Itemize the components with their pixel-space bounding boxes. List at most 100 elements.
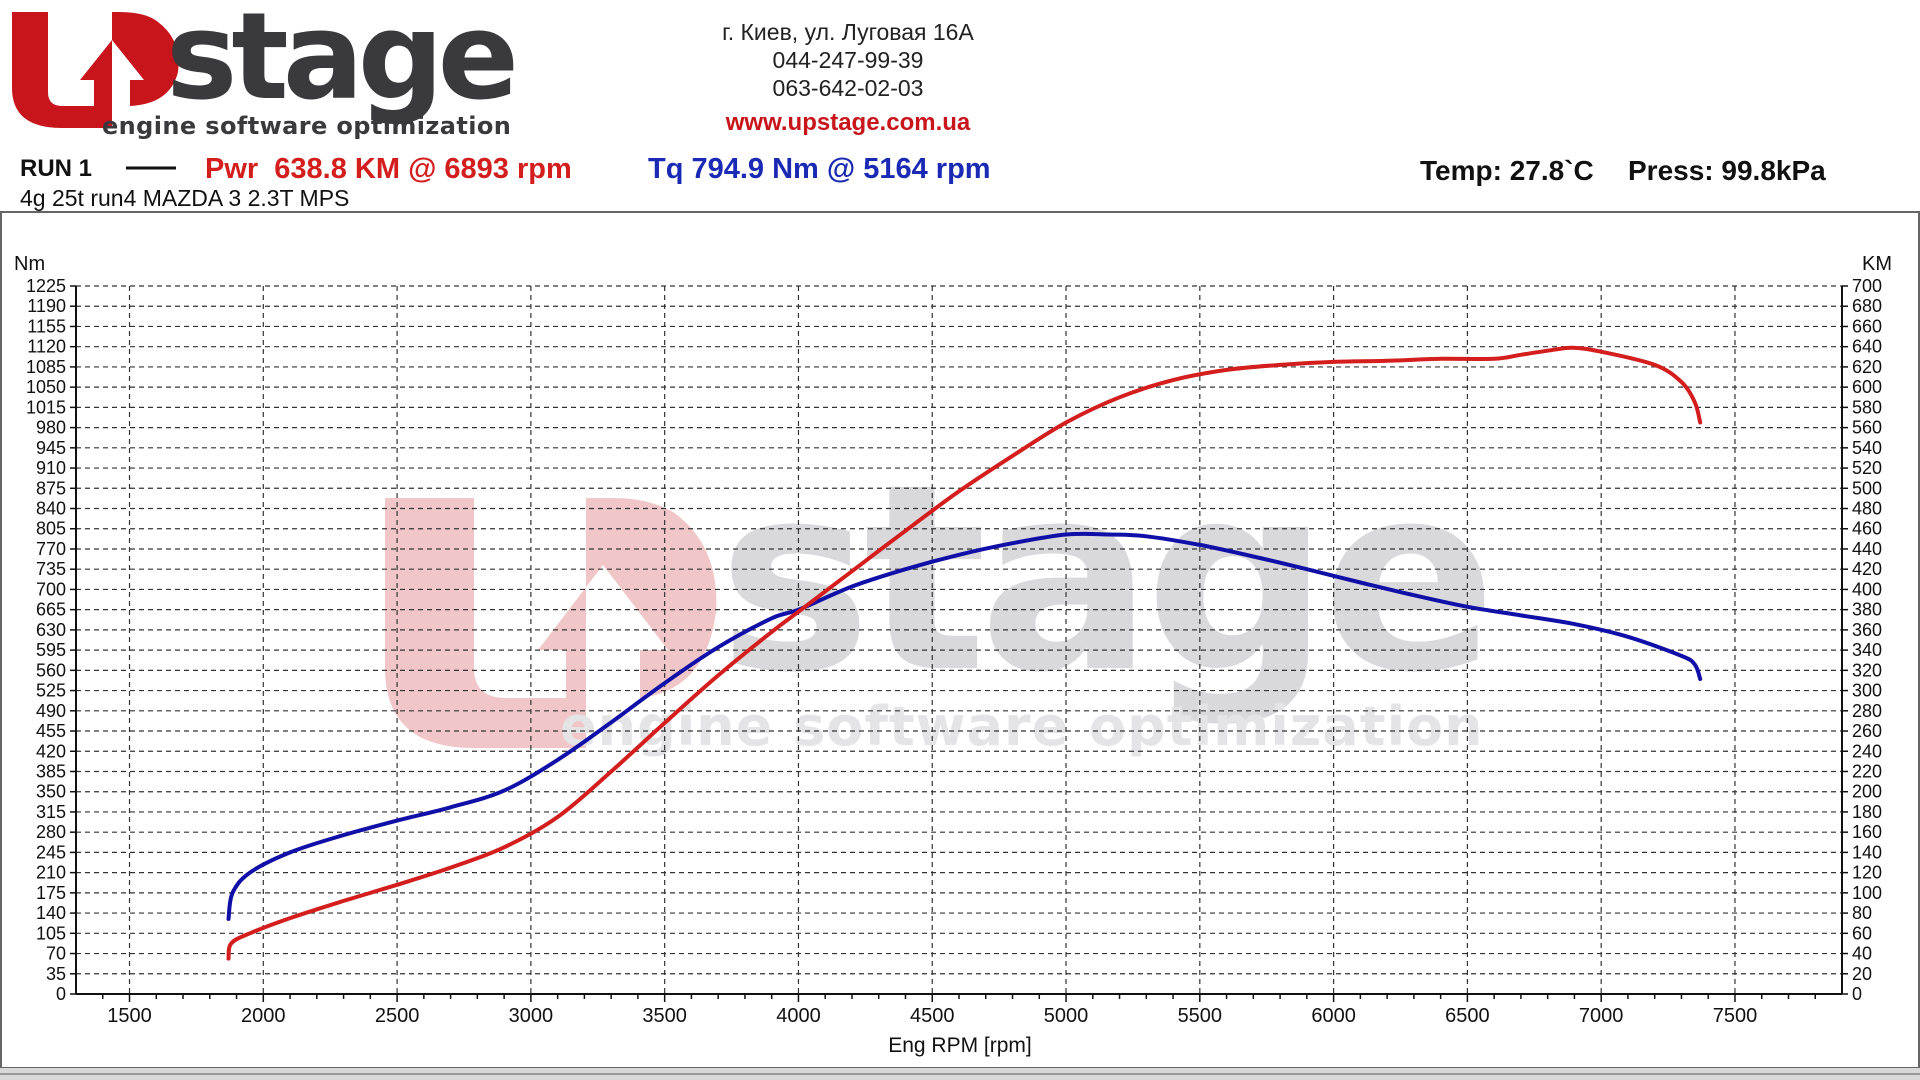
watermark-tagline: engine software optimization	[560, 695, 1484, 758]
logo-u-shape	[12, 12, 179, 128]
y-right-tick-label: 0	[1852, 984, 1862, 1004]
watermark-logo: stage engine software optimization	[385, 429, 1497, 758]
y-left-tick-label: 770	[36, 539, 66, 559]
upstage-logo: stage engine software optimization	[12, 0, 520, 140]
y-left-tick-label: 875	[36, 478, 66, 498]
torque-summary: Tq 794.9 Nm @ 5164 rpm	[648, 153, 991, 185]
y-right-tick-label: 520	[1852, 458, 1882, 478]
y-right-tick-label: 140	[1852, 842, 1882, 862]
x-tick-label: 7500	[1713, 1005, 1758, 1027]
y-right-tick-label: 80	[1852, 903, 1872, 923]
y-right-tick-label: 340	[1852, 640, 1882, 660]
y-right-tick-label: 220	[1852, 761, 1882, 781]
axes: 1500 2000 2500 3000 3500 4000 4500 5000 5500 6000…	[26, 276, 1882, 1027]
y-right-tick-label: 460	[1852, 519, 1882, 539]
y-right-tick-label: 680	[1852, 296, 1882, 316]
torque-curve	[226, 531, 1703, 921]
x-tick-label: 5500	[1178, 1005, 1223, 1027]
y-left-tick-label: 980	[36, 418, 66, 438]
y-left-tick-label: 525	[36, 681, 66, 701]
run-description: 4g 25t run4 MAZDA 3 2.3T MPS	[20, 185, 349, 211]
x-tick-label: 2000	[241, 1005, 286, 1027]
y-left-tick-label: 420	[36, 741, 66, 761]
x-tick-label: 3000	[509, 1005, 554, 1027]
y-left-tick-label: 0	[56, 984, 66, 1004]
y-right-tick-label: 40	[1852, 944, 1872, 964]
series	[226, 345, 1703, 961]
grid	[76, 285, 1842, 994]
x-tick-label: 6000	[1311, 1005, 1356, 1027]
y-right-tick-label: 580	[1852, 397, 1882, 417]
y-left-tick-label: 805	[36, 519, 66, 539]
x-tick-label: 1500	[107, 1005, 152, 1027]
y-right-tick-label: 160	[1852, 822, 1882, 842]
y-right-tick-label: 280	[1852, 701, 1882, 721]
y-left-tick-label: 665	[36, 600, 66, 620]
y-right-tick-label: 380	[1852, 600, 1882, 620]
y-right-tick-label: 360	[1852, 620, 1882, 640]
y-right-tick-label: 620	[1852, 357, 1882, 377]
y-left-tick-label: 350	[36, 782, 66, 802]
y-left-tick-label: 700	[36, 579, 66, 599]
x-tick-label: 5000	[1044, 1005, 1089, 1027]
y-right-tick-label: 240	[1852, 741, 1882, 761]
phone-1: 044-247-99-39	[773, 47, 924, 73]
y-left-tick-label: 140	[36, 903, 66, 923]
y-right-tick-label: 640	[1852, 337, 1882, 357]
y-right-tick-label: 420	[1852, 559, 1882, 579]
y-right-tick-label: 600	[1852, 377, 1882, 397]
y-left-tick-label: 455	[36, 721, 66, 741]
y-right-tick-label: 260	[1852, 721, 1882, 741]
power-curve	[226, 345, 1703, 961]
logo-brand-text: stage	[166, 0, 514, 127]
run-label: RUN 1	[20, 155, 92, 182]
y-right-tick-label: 20	[1852, 964, 1872, 984]
y-right-unit-label: KM	[1862, 253, 1892, 275]
y-right-tick-label: 480	[1852, 499, 1882, 519]
y-left-tick-label: 840	[36, 499, 66, 519]
y-right-tick-label: 400	[1852, 579, 1882, 599]
y-left-tick-label: 70	[46, 944, 66, 964]
y-left-tick-label: 1085	[26, 357, 66, 377]
x-axis-label: Eng RPM [rpm]	[888, 1034, 1032, 1057]
y-right-tick-label: 320	[1852, 660, 1882, 680]
y-left-tick-label: 630	[36, 620, 66, 640]
y-left-tick-label: 245	[36, 842, 66, 862]
y-left-tick-label: 35	[46, 964, 66, 984]
y-left-tick-label: 1120	[27, 337, 66, 357]
website-link[interactable]: www.upstage.com.ua	[725, 109, 971, 136]
y-right-tick-label: 100	[1852, 883, 1882, 903]
y-right-tick-label: 440	[1852, 539, 1882, 559]
y-left-tick-label: 385	[36, 761, 66, 781]
y-left-tick-label: 1155	[27, 316, 66, 336]
run-info: RUN 1 Pwr 638.8 KM @ 6893 rpm Tq 794.9 N…	[20, 153, 1826, 211]
address: г. Киев, ул. Луговая 16А	[722, 19, 974, 45]
y-right-tick-label: 300	[1852, 681, 1882, 701]
y-left-tick-label: 175	[36, 883, 66, 903]
y-left-tick-label: 315	[36, 802, 66, 822]
y-right-tick-label: 180	[1852, 802, 1882, 822]
logo-tagline: engine software optimization	[102, 112, 511, 140]
x-tick-label: 6500	[1445, 1005, 1490, 1027]
y-left-tick-label: 560	[36, 660, 66, 680]
y-left-tick-label: 1050	[26, 377, 66, 397]
y-right-tick-label: 660	[1852, 316, 1882, 336]
y-right-tick-label: 500	[1852, 478, 1882, 498]
power-summary: Pwr 638.8 KM @ 6893 rpm	[205, 153, 572, 185]
y-left-tick-label: 210	[36, 863, 66, 883]
x-tick-label: 4000	[776, 1005, 821, 1027]
y-left-tick-label: 490	[36, 701, 66, 721]
y-left-tick-label: 1190	[27, 296, 66, 316]
y-left-tick-label: 280	[36, 822, 66, 842]
y-left-tick-label: 595	[36, 640, 66, 660]
pressure-readout: Press: 99.8kPa	[1628, 155, 1826, 186]
y-left-tick-label: 910	[36, 458, 66, 478]
y-right-tick-label: 200	[1852, 782, 1882, 802]
phone-2: 063-642-02-03	[773, 75, 924, 101]
y-left-tick-label: 945	[36, 438, 66, 458]
y-left-tick-label: 1225	[26, 276, 66, 296]
y-left-tick-label: 735	[36, 559, 66, 579]
y-right-tick-label: 540	[1852, 438, 1882, 458]
x-tick-label: 4500	[910, 1005, 955, 1027]
